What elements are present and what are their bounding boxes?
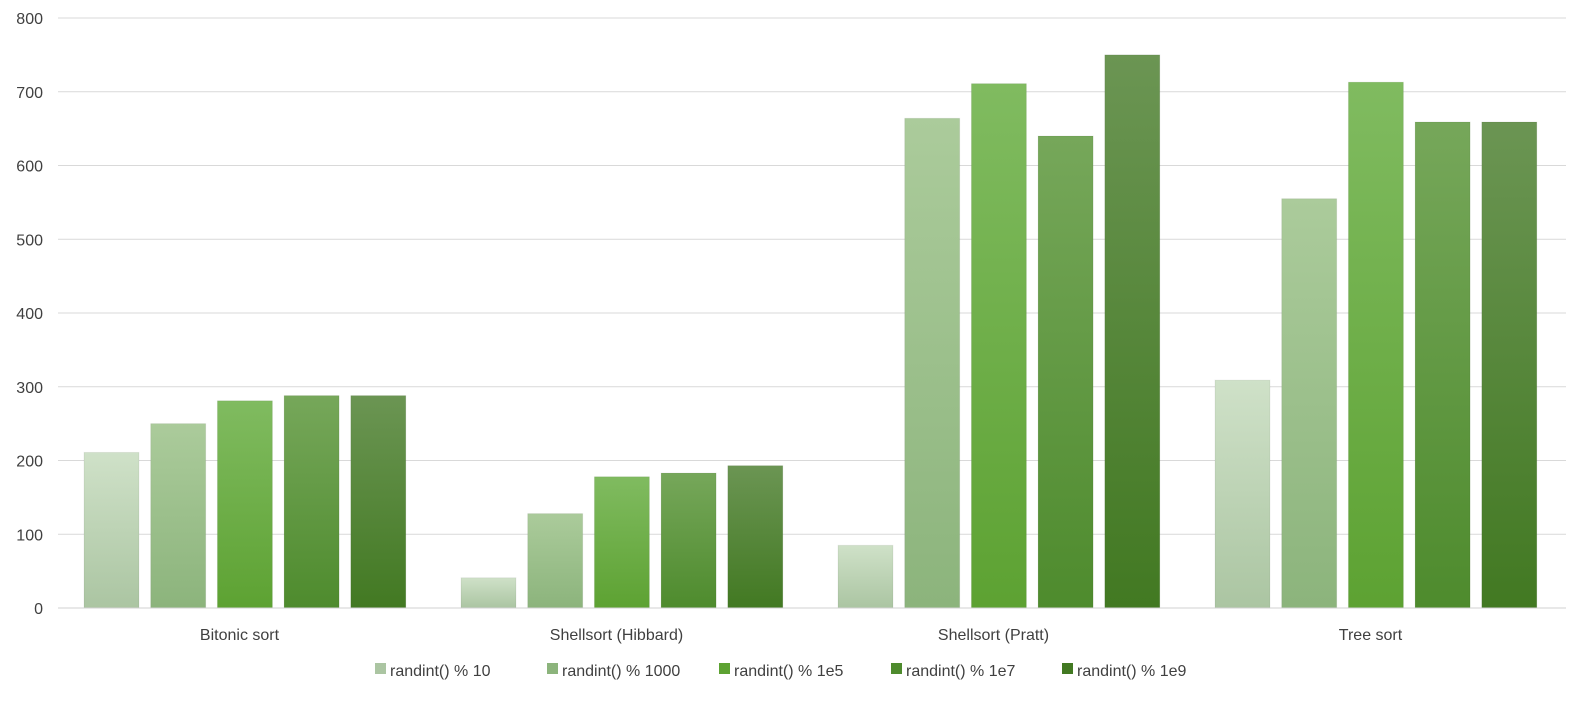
bar-4-shellsort-pratt- bbox=[1037, 135, 1094, 609]
legend: randint() % 10 randint() % 1000 randint() … bbox=[375, 663, 1186, 680]
bar-3-shellsort-pratt- bbox=[970, 83, 1027, 609]
bar-2-bitonic-sort bbox=[150, 423, 207, 609]
x-category-label: Bitonic sort bbox=[200, 627, 280, 644]
bar-5-tree-sort bbox=[1481, 121, 1538, 609]
legend-label: randint() % 1e5 bbox=[734, 663, 843, 680]
y-axis-ticks: 0 100 200 300 400 500 600 700 800 bbox=[16, 11, 43, 618]
x-category-label: Shellsort (Pratt) bbox=[938, 627, 1049, 644]
bar-1-bitonic-sort bbox=[83, 451, 140, 609]
y-tick-label: 700 bbox=[16, 85, 43, 102]
bar-5-bitonic-sort bbox=[350, 395, 407, 609]
legend-swatch-icon bbox=[547, 663, 558, 674]
legend-label: randint() % 10 bbox=[390, 663, 491, 680]
bar-1-shellsort-pratt- bbox=[837, 544, 894, 609]
y-tick-label: 200 bbox=[16, 454, 43, 471]
y-tick-label: 400 bbox=[16, 306, 43, 323]
legend-label: randint() % 1e7 bbox=[906, 663, 1015, 680]
bar-1-tree-sort bbox=[1214, 379, 1271, 609]
legend-swatch-icon bbox=[1062, 663, 1073, 674]
bar-3-tree-sort bbox=[1347, 81, 1404, 609]
y-tick-label: 100 bbox=[16, 527, 43, 544]
y-tick-label: 500 bbox=[16, 232, 43, 249]
bar-2-shellsort-pratt- bbox=[904, 117, 961, 609]
x-category-label: Shellsort (Hibbard) bbox=[550, 627, 683, 644]
y-tick-label: 600 bbox=[16, 159, 43, 176]
bar-1-shellsort-hibbard- bbox=[460, 577, 517, 609]
bars bbox=[83, 54, 1538, 609]
legend-swatch-icon bbox=[719, 663, 730, 674]
legend-swatch-icon bbox=[375, 663, 386, 674]
bar-2-tree-sort bbox=[1281, 198, 1338, 609]
legend-label: randint() % 1000 bbox=[562, 663, 680, 680]
bar-5-shellsort-hibbard- bbox=[727, 465, 784, 609]
legend-label: randint() % 1e9 bbox=[1077, 663, 1186, 680]
bar-4-tree-sort bbox=[1414, 121, 1471, 609]
x-axis-categories: Bitonic sort Shellsort (Hibbard) Shellsort… bbox=[200, 627, 1403, 644]
y-tick-label: 800 bbox=[16, 11, 43, 28]
bar-3-shellsort-hibbard- bbox=[593, 476, 650, 609]
bar-5-shellsort-pratt- bbox=[1104, 54, 1161, 609]
x-category-label: Tree sort bbox=[1339, 627, 1403, 644]
y-tick-label: 0 bbox=[34, 601, 43, 618]
bar-4-shellsort-hibbard- bbox=[660, 472, 717, 609]
legend-swatch-icon bbox=[891, 663, 902, 674]
bar-3-bitonic-sort bbox=[216, 400, 273, 609]
bar-4-bitonic-sort bbox=[283, 395, 340, 609]
bar-2-shellsort-hibbard- bbox=[527, 513, 584, 609]
y-tick-label: 300 bbox=[16, 380, 43, 397]
